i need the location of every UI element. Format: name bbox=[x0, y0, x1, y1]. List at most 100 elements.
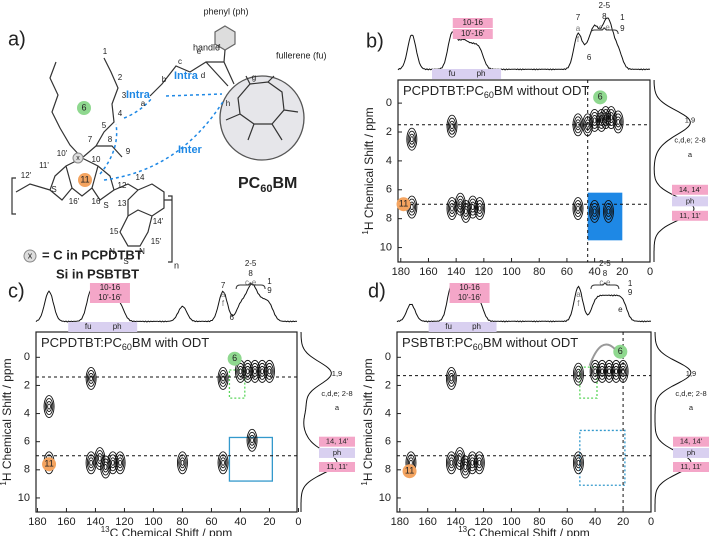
label-text: H Chemical Shift / ppm bbox=[0, 358, 14, 481]
cross-peak bbox=[264, 359, 275, 383]
contour-level bbox=[604, 362, 614, 380]
atom-label: d bbox=[201, 71, 205, 80]
marker bbox=[402, 464, 417, 479]
x-tick-label: 120 bbox=[475, 266, 493, 278]
fullerene-cage bbox=[219, 75, 305, 161]
repeat-n: n bbox=[174, 260, 179, 270]
projection-spectrum bbox=[35, 283, 298, 323]
cross-peak bbox=[217, 451, 229, 475]
y-tick-label: 0 bbox=[385, 351, 391, 363]
marker bbox=[396, 197, 411, 212]
x-tick-label: 0 bbox=[295, 516, 301, 528]
atom-label: 4 bbox=[118, 109, 123, 118]
atom-label: 9 bbox=[126, 147, 131, 156]
peak-label: 9 bbox=[267, 286, 272, 295]
contour-level bbox=[592, 365, 599, 377]
y-tick-label: 2 bbox=[386, 126, 392, 138]
y-tick-label: 2 bbox=[385, 379, 391, 391]
peak-label: fu bbox=[449, 69, 456, 78]
cross-peak bbox=[100, 455, 112, 479]
y-tick-label: 6 bbox=[385, 436, 391, 448]
atom-label: 15 bbox=[110, 227, 119, 236]
label-band bbox=[97, 322, 138, 332]
label-band bbox=[428, 322, 469, 332]
peak-label: e bbox=[618, 305, 623, 314]
title-sub: 60 bbox=[473, 342, 483, 352]
contour-level bbox=[574, 119, 582, 131]
projection-spectrum bbox=[653, 80, 695, 262]
y-tick-label: 0 bbox=[24, 351, 30, 363]
cross-peak bbox=[572, 197, 584, 221]
x-tick-label: 160 bbox=[419, 266, 437, 278]
contour-level bbox=[409, 204, 414, 211]
contour-level bbox=[616, 118, 621, 125]
atom-label: g bbox=[252, 73, 256, 82]
y-axis-label: 1H Chemical Shift / ppm bbox=[0, 358, 14, 485]
cross-peak bbox=[454, 192, 466, 216]
y-tick-label: 6 bbox=[24, 436, 30, 448]
intra-label: Intra bbox=[174, 70, 199, 82]
atom-label: N bbox=[139, 247, 145, 256]
contour-level bbox=[606, 208, 611, 215]
atom-label: h bbox=[226, 99, 230, 108]
peak-label: 14, 14' bbox=[679, 185, 702, 194]
x-tick-label: 40 bbox=[588, 266, 600, 278]
contour-level bbox=[455, 450, 465, 468]
label-band bbox=[319, 462, 355, 472]
peak-label: fu bbox=[445, 322, 452, 331]
x-tick-label: 160 bbox=[57, 516, 75, 528]
contour-level bbox=[88, 372, 95, 384]
y-tick-label: 0 bbox=[386, 97, 392, 109]
panel-label: b) bbox=[366, 30, 384, 52]
y-axis-label: 1H Chemical Shift / ppm bbox=[360, 358, 375, 485]
contour-level bbox=[591, 205, 598, 217]
highlight-box bbox=[587, 192, 623, 241]
cross-peak bbox=[474, 197, 486, 221]
contour-level bbox=[88, 457, 95, 469]
title-part: BM without ODT bbox=[494, 83, 589, 98]
atom-label: 15' bbox=[151, 237, 162, 246]
peak-label: 1,9 bbox=[332, 369, 342, 378]
contour-level bbox=[585, 121, 590, 128]
contour-level bbox=[470, 204, 475, 211]
peak-label: ph bbox=[687, 448, 695, 457]
peak-label: 1 bbox=[620, 13, 625, 22]
contour-level bbox=[576, 121, 580, 128]
peak-label: 14, 14' bbox=[326, 437, 349, 446]
contour-level bbox=[253, 368, 257, 375]
contour-level bbox=[179, 457, 186, 469]
peak-label: 9 bbox=[620, 24, 625, 33]
contour-level bbox=[219, 372, 227, 384]
chart-title: PCPDTBT:PC60BM with ODT bbox=[41, 335, 209, 352]
marker bbox=[42, 457, 57, 472]
y-tick-label: 4 bbox=[386, 155, 392, 167]
peak-label: 10'-16' bbox=[461, 29, 485, 38]
atom-label: c bbox=[178, 57, 182, 66]
cross-peak bbox=[467, 195, 479, 219]
contour-level bbox=[46, 401, 53, 412]
contour-level bbox=[463, 208, 468, 215]
contour-level bbox=[607, 368, 611, 375]
brace bbox=[235, 282, 266, 290]
contour-level bbox=[117, 457, 124, 469]
contour-level bbox=[409, 136, 414, 143]
contour-level bbox=[218, 369, 228, 387]
label-band bbox=[673, 447, 709, 458]
cross-peak bbox=[596, 359, 608, 383]
label-text: C Chemical Shift / ppm bbox=[467, 526, 590, 536]
peak-label: 8 bbox=[602, 12, 607, 21]
atom-label: 7 bbox=[88, 135, 93, 144]
label-band bbox=[673, 436, 709, 447]
peak-label: f bbox=[577, 299, 580, 308]
label-band bbox=[672, 210, 708, 221]
title-sub: 60 bbox=[122, 342, 132, 352]
x-tick-label: 140 bbox=[447, 266, 465, 278]
cross-peak bbox=[176, 451, 188, 475]
contour-level bbox=[468, 198, 478, 216]
peak-label: ph bbox=[472, 322, 481, 331]
contour-level bbox=[448, 120, 456, 132]
contour-level bbox=[180, 459, 185, 466]
label-band bbox=[319, 447, 355, 458]
peak-label: 10'-16' bbox=[458, 293, 482, 302]
